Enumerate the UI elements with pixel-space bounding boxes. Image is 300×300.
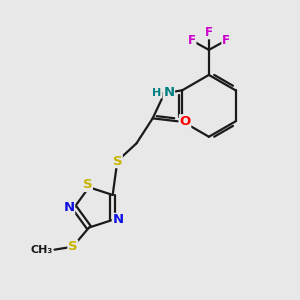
Text: F: F xyxy=(222,34,230,47)
Text: S: S xyxy=(112,154,122,167)
Text: CH₃: CH₃ xyxy=(31,245,53,255)
Text: F: F xyxy=(188,34,196,47)
Text: H: H xyxy=(152,88,162,98)
Text: N: N xyxy=(112,213,124,226)
Text: S: S xyxy=(83,178,92,191)
Text: S: S xyxy=(68,240,78,253)
Text: O: O xyxy=(179,115,191,128)
Text: N: N xyxy=(64,201,75,214)
Text: N: N xyxy=(163,86,174,99)
Text: F: F xyxy=(205,26,213,39)
